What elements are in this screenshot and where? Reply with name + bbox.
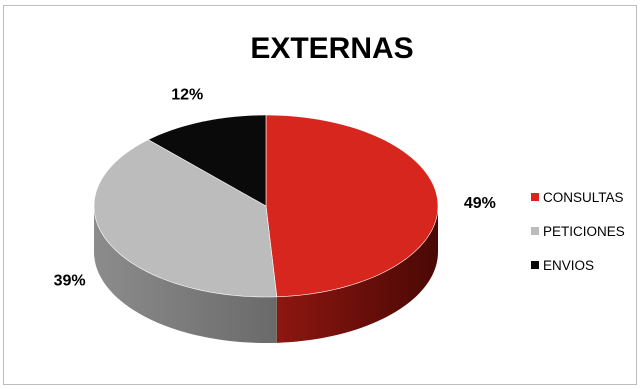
slice-consultas <box>265 114 439 298</box>
legend-label-peticiones: PETICIONES <box>543 224 625 239</box>
pie-sides <box>94 206 438 343</box>
legend-swatch-consultas <box>531 193 539 201</box>
chart-title: EXTERNAS <box>250 32 413 65</box>
slice-side-consultas <box>276 206 438 343</box>
data-label-envios: 12% <box>171 87 203 104</box>
data-label-consultas: 49% <box>464 195 496 212</box>
legend-label-consultas: CONSULTAS <box>543 190 624 205</box>
slice-envios <box>147 114 267 207</box>
pie-tops <box>93 114 439 298</box>
slice-peticiones <box>93 139 278 298</box>
slice-side-peticiones <box>94 206 277 343</box>
legend-label-envios: ENVIOS <box>543 258 594 273</box>
legend: CONSULTAS PETICIONES ENVIOS <box>531 190 625 273</box>
legend-swatch-peticiones <box>531 227 539 235</box>
pie-labels: 49% 39% 12% <box>54 87 496 290</box>
data-label-peticiones: 39% <box>54 272 86 289</box>
legend-swatch-envios <box>531 261 539 269</box>
